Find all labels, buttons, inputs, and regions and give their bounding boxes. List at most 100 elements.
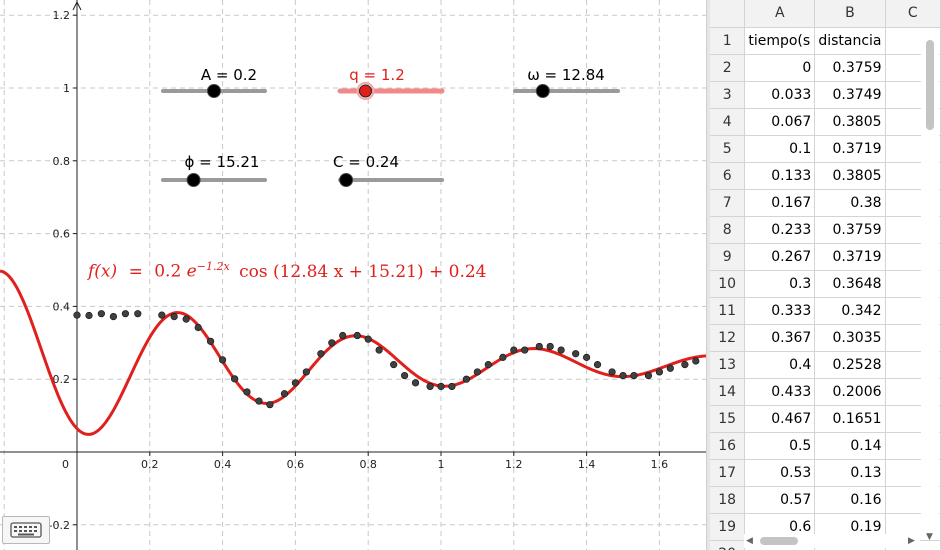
- cell-a[interactable]: 0.467: [745, 405, 815, 432]
- table-row[interactable]: 18 0.57 0.16: [710, 486, 941, 513]
- data-point[interactable]: [122, 310, 129, 317]
- data-point[interactable]: [401, 372, 408, 379]
- table-row[interactable]: 13 0.4 0.2528: [710, 351, 941, 378]
- row-header[interactable]: 2: [710, 54, 745, 81]
- row-header[interactable]: 9: [710, 243, 745, 270]
- table-row[interactable]: 10 0.3 0.3648: [710, 270, 941, 297]
- slider-knob-A[interactable]: [208, 85, 221, 98]
- data-point[interactable]: [547, 343, 554, 350]
- table-row[interactable]: 1 tiempo(s distancia: [710, 27, 941, 54]
- data-point[interactable]: [682, 361, 689, 368]
- table-row[interactable]: 4 0.067 0.3805: [710, 108, 941, 135]
- data-point[interactable]: [244, 389, 251, 396]
- cell-b[interactable]: 0.3035: [815, 324, 885, 351]
- slider-knob-q[interactable]: [360, 85, 372, 97]
- data-point[interactable]: [500, 354, 507, 361]
- cell-b[interactable]: 0.3719: [815, 243, 885, 270]
- slider-label-omega[interactable]: ω = 12.84: [527, 66, 605, 84]
- data-point[interactable]: [463, 376, 470, 383]
- cell-b[interactable]: 0.16: [815, 486, 885, 513]
- table-row[interactable]: 14 0.433 0.2006: [710, 378, 941, 405]
- data-point[interactable]: [354, 332, 361, 339]
- cell-b[interactable]: 0.342: [815, 297, 885, 324]
- cell-a[interactable]: 0.4: [745, 351, 815, 378]
- row-header[interactable]: 18: [710, 486, 745, 513]
- data-point[interactable]: [86, 312, 93, 319]
- table-row[interactable]: 9 0.267 0.3719: [710, 243, 941, 270]
- cell-a[interactable]: 0.033: [745, 81, 815, 108]
- data-point[interactable]: [521, 347, 528, 354]
- cell-b[interactable]: 0.2528: [815, 351, 885, 378]
- scroll-down-arrow-icon[interactable]: ▼: [926, 532, 933, 542]
- cell-a[interactable]: 0.333: [745, 297, 815, 324]
- table-row[interactable]: 17 0.53 0.13: [710, 459, 941, 486]
- data-point[interactable]: [171, 313, 178, 320]
- cell-a[interactable]: 0.167: [745, 189, 815, 216]
- cell-b[interactable]: 0.3648: [815, 270, 885, 297]
- slider-label-q[interactable]: q = 1.2: [349, 66, 404, 84]
- data-point[interactable]: [281, 390, 288, 397]
- scroll-left-arrow-icon[interactable]: ◀: [746, 536, 753, 546]
- slider-label-A[interactable]: A = 0.2: [201, 66, 257, 84]
- row-header[interactable]: 19: [710, 513, 745, 540]
- table-row[interactable]: 15 0.467 0.1651: [710, 405, 941, 432]
- data-point[interactable]: [231, 376, 238, 383]
- row-header[interactable]: 10: [710, 270, 745, 297]
- cell-b[interactable]: 0.3749: [815, 81, 885, 108]
- data-point[interactable]: [594, 361, 601, 368]
- cell-b[interactable]: 0.3759: [815, 216, 885, 243]
- cell-a[interactable]: tiempo(s: [745, 27, 815, 54]
- graphics-view[interactable]: 0.2 0.4 0.6 0.8 1 1.2 1.4 1.6 0 1.2 1 0.8 0.6 0.4 0.2 -…: [0, 0, 706, 550]
- data-point[interactable]: [339, 332, 346, 339]
- vertical-scroll-thumb[interactable]: [926, 40, 934, 130]
- data-point[interactable]: [376, 347, 383, 354]
- row-header[interactable]: 8: [710, 216, 745, 243]
- table-row[interactable]: 7 0.167 0.38: [710, 189, 941, 216]
- data-point[interactable]: [195, 324, 202, 331]
- cell-a[interactable]: 0.3: [745, 270, 815, 297]
- spreadsheet-table[interactable]: A B C 1 tiempo(s distancia 2 0 0.3759 3 0.033 0.…: [710, 0, 941, 550]
- cell-b[interactable]: 0.38: [815, 189, 885, 216]
- slider-knob-C[interactable]: [340, 174, 353, 187]
- row-header[interactable]: 6: [710, 162, 745, 189]
- cell-b[interactable]: 0.3719: [815, 135, 885, 162]
- row-header[interactable]: 1: [710, 27, 745, 54]
- cell-a[interactable]: 0.367: [745, 324, 815, 351]
- cell-a[interactable]: 0.067: [745, 108, 815, 135]
- slider-label-phi[interactable]: ϕ = 15.21: [185, 153, 260, 171]
- cell-a[interactable]: 0.57: [745, 486, 815, 513]
- data-point[interactable]: [390, 361, 397, 368]
- table-row[interactable]: 6 0.133 0.3805: [710, 162, 941, 189]
- cell-a[interactable]: 0.267: [745, 243, 815, 270]
- row-header[interactable]: 20: [710, 540, 745, 550]
- row-header[interactable]: 16: [710, 432, 745, 459]
- column-header-b[interactable]: B: [815, 0, 885, 27]
- data-point[interactable]: [412, 380, 419, 387]
- cell-a[interactable]: 0.53: [745, 459, 815, 486]
- cell-b[interactable]: 0.3759: [815, 54, 885, 81]
- row-header[interactable]: 11: [710, 297, 745, 324]
- table-row[interactable]: 8 0.233 0.3759: [710, 216, 941, 243]
- data-point[interactable]: [449, 383, 456, 390]
- row-header[interactable]: 7: [710, 189, 745, 216]
- table-row[interactable]: 5 0.1 0.3719: [710, 135, 941, 162]
- data-point[interactable]: [438, 383, 445, 390]
- data-point[interactable]: [110, 313, 117, 320]
- function-curve[interactable]: [0, 271, 706, 434]
- data-point[interactable]: [134, 310, 141, 317]
- data-point[interactable]: [98, 310, 105, 317]
- data-point[interactable]: [667, 365, 674, 372]
- slider-knob-phi[interactable]: [187, 174, 200, 187]
- data-point[interactable]: [329, 340, 336, 347]
- table-row[interactable]: 16 0.5 0.14: [710, 432, 941, 459]
- data-point[interactable]: [427, 383, 434, 390]
- table-row[interactable]: 2 0 0.3759: [710, 54, 941, 81]
- data-point[interactable]: [693, 358, 700, 365]
- data-point[interactable]: [631, 372, 638, 379]
- row-header[interactable]: 17: [710, 459, 745, 486]
- data-point[interactable]: [74, 312, 81, 319]
- row-header[interactable]: 4: [710, 108, 745, 135]
- data-point[interactable]: [609, 369, 616, 376]
- cell-a[interactable]: 0.1: [745, 135, 815, 162]
- cell-b[interactable]: 0.14: [815, 432, 885, 459]
